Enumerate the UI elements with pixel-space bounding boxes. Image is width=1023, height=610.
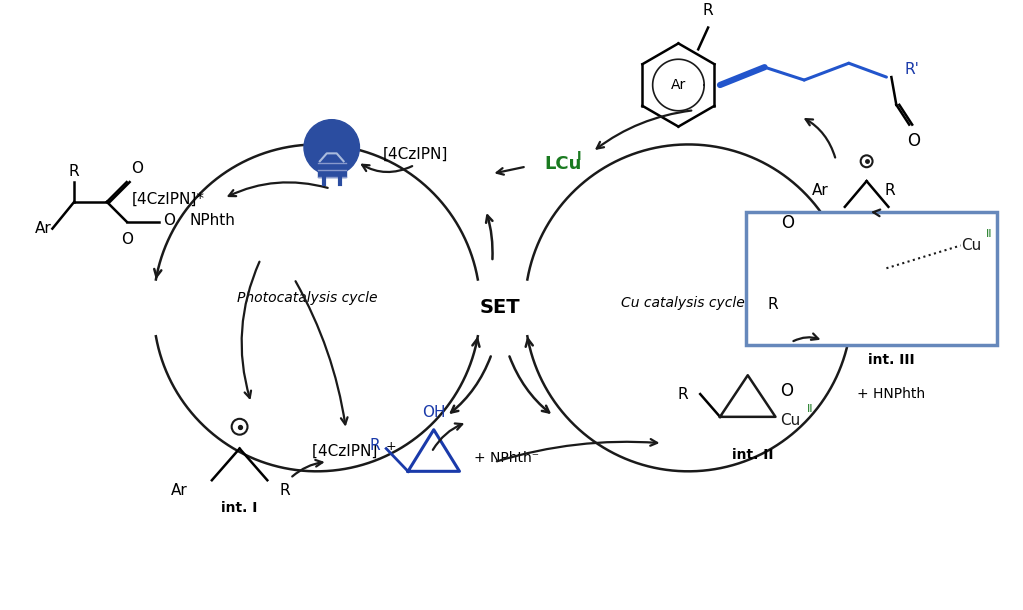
Text: R': R'	[904, 62, 919, 77]
FancyBboxPatch shape	[746, 212, 997, 345]
Text: R: R	[767, 298, 777, 312]
Text: R: R	[885, 184, 895, 198]
Text: int. III: int. III	[869, 353, 915, 367]
Text: R: R	[69, 164, 80, 179]
Text: Photocatalysis cycle: Photocatalysis cycle	[236, 291, 377, 305]
Text: Cu catalysis cycle: Cu catalysis cycle	[622, 296, 745, 310]
Text: O: O	[781, 382, 794, 400]
Text: [4CzIPN]: [4CzIPN]	[312, 444, 383, 459]
Text: R: R	[369, 438, 381, 453]
Text: [4CzIPN]*: [4CzIPN]*	[132, 192, 205, 206]
Bar	[318, 156, 346, 177]
Text: + NPhth⁻: + NPhth⁻	[475, 451, 539, 465]
Text: + HNPhth: + HNPhth	[856, 387, 925, 401]
Circle shape	[304, 120, 359, 175]
Text: NPhth: NPhth	[189, 214, 235, 228]
Text: O: O	[164, 214, 175, 228]
Text: Cu: Cu	[781, 414, 801, 428]
Text: int. I: int. I	[221, 501, 258, 515]
Text: R: R	[279, 483, 290, 498]
Text: LCu: LCu	[544, 156, 582, 173]
Text: O: O	[781, 214, 794, 232]
Text: [4CzIPN]: [4CzIPN]	[384, 147, 449, 162]
Text: I: I	[577, 150, 582, 163]
Text: II: II	[807, 404, 813, 414]
Text: O: O	[132, 161, 143, 176]
Text: OH: OH	[422, 405, 445, 420]
Text: Ar: Ar	[171, 483, 188, 498]
Text: +: +	[386, 440, 397, 453]
Text: Ar: Ar	[812, 184, 829, 198]
Text: int. II: int. II	[731, 448, 773, 462]
Text: O: O	[906, 132, 920, 149]
Text: R: R	[677, 387, 688, 401]
Text: Cu: Cu	[961, 238, 981, 253]
Text: R: R	[703, 2, 713, 18]
Text: Ar: Ar	[671, 78, 686, 92]
Text: Ar: Ar	[35, 221, 51, 236]
Text: O: O	[121, 232, 133, 246]
Text: SET: SET	[480, 298, 521, 317]
Text: II: II	[985, 229, 992, 239]
